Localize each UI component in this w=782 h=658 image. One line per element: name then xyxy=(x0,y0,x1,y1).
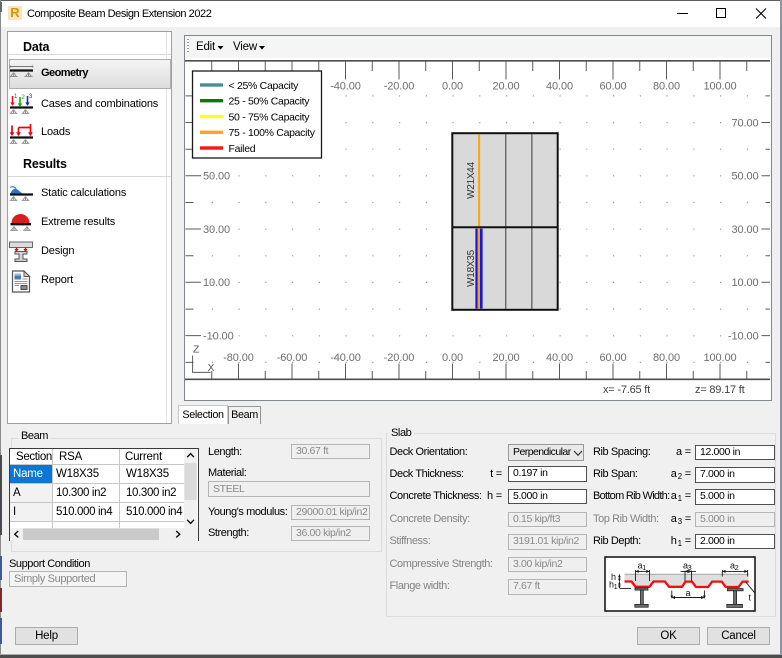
svg-text:1: 1 xyxy=(642,565,646,572)
svg-text:20.00: 20.00 xyxy=(492,352,519,364)
svg-text:50 - 75% Capacity: 50 - 75% Capacity xyxy=(229,111,311,123)
svg-text:h: h xyxy=(609,579,614,589)
svg-text:W21X44: W21X44 xyxy=(466,161,477,199)
svg-text:a: a xyxy=(638,561,643,571)
svg-text:80.00: 80.00 xyxy=(653,81,680,93)
svg-text:-80.00: -80.00 xyxy=(223,352,254,364)
svg-text:Z: Z xyxy=(193,344,200,356)
svg-text:75 - 100% Capacity: 75 - 100% Capacity xyxy=(229,127,316,139)
svg-text:40.00: 40.00 xyxy=(546,81,573,93)
svg-text:-10.00: -10.00 xyxy=(203,330,234,342)
svg-text:-40.00: -40.00 xyxy=(330,81,361,93)
svg-text:3: 3 xyxy=(29,94,33,100)
svg-text:100.00: 100.00 xyxy=(703,81,736,93)
svg-text:50.00: 50.00 xyxy=(203,171,230,183)
svg-text:60.00: 60.00 xyxy=(599,81,626,93)
svg-text:0.00: 0.00 xyxy=(442,352,463,364)
svg-text:-40.00: -40.00 xyxy=(330,352,361,364)
svg-text:Failed: Failed xyxy=(229,143,256,155)
svg-text:70.00: 70.00 xyxy=(731,117,758,129)
svg-text:3: 3 xyxy=(688,565,692,572)
svg-text:-60.00: -60.00 xyxy=(277,352,308,364)
svg-text:1: 1 xyxy=(614,584,618,591)
svg-text:X: X xyxy=(208,362,215,374)
svg-text:-20.00: -20.00 xyxy=(384,81,415,93)
svg-text:10.00: 10.00 xyxy=(731,277,758,289)
svg-text:z= 89.17 ft: z= 89.17 ft xyxy=(695,384,745,396)
svg-text:W18X35: W18X35 xyxy=(466,249,477,287)
svg-text:x= -7.65 ft: x= -7.65 ft xyxy=(603,384,650,396)
svg-text:40.00: 40.00 xyxy=(546,352,573,364)
svg-text:1: 1 xyxy=(14,94,18,100)
svg-text:2: 2 xyxy=(22,95,26,101)
svg-text:50.00: 50.00 xyxy=(731,171,758,183)
svg-text:a: a xyxy=(730,561,735,571)
svg-text:60.00: 60.00 xyxy=(599,352,626,364)
svg-text:80.00: 80.00 xyxy=(653,352,680,364)
svg-text:30.00: 30.00 xyxy=(731,224,758,236)
svg-text:t: t xyxy=(749,593,752,603)
svg-text:a: a xyxy=(683,561,688,571)
svg-text:2: 2 xyxy=(735,565,739,572)
svg-text:a: a xyxy=(686,588,691,598)
svg-text:20.00: 20.00 xyxy=(492,81,519,93)
svg-text:0.00: 0.00 xyxy=(442,81,463,93)
svg-text:100.00: 100.00 xyxy=(703,352,736,364)
svg-text:-20.00: -20.00 xyxy=(384,352,415,364)
svg-text:-10.00: -10.00 xyxy=(728,330,759,342)
svg-text:< 25% Capacity: < 25% Capacity xyxy=(229,80,300,92)
svg-text:30.00: 30.00 xyxy=(203,224,230,236)
svg-text:25 - 50% Capacity: 25 - 50% Capacity xyxy=(229,96,311,108)
svg-text:h: h xyxy=(611,572,616,582)
svg-text:10.00: 10.00 xyxy=(203,277,230,289)
